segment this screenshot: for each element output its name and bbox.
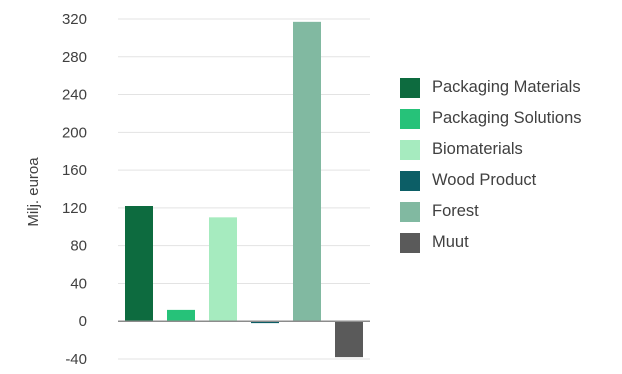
legend-label: Wood Product [432, 171, 537, 189]
bar-wood-product [251, 321, 279, 324]
bar-packaging-materials [125, 206, 153, 322]
bars [125, 21, 363, 358]
legend-item: Packaging Solutions [400, 103, 622, 134]
legend-label: Packaging Solutions [432, 109, 582, 127]
legend-label: Packaging Materials [432, 78, 581, 96]
y-tick-label: 40 [70, 275, 87, 292]
bar-muut [335, 321, 363, 358]
legend-item: Forest [400, 196, 622, 227]
gridlines [118, 18, 370, 360]
y-tick-label: 280 [62, 49, 87, 66]
axes: 320 280 240 200 160 120 80 40 0 -40 [62, 11, 370, 368]
y-tick-label: 240 [62, 87, 87, 104]
legend-swatch [400, 139, 420, 160]
y-tick-label: 160 [62, 162, 87, 179]
legend-swatch [400, 201, 420, 222]
legend-swatch [400, 108, 420, 129]
y-tick-label: 120 [62, 200, 87, 217]
legend-swatch [400, 232, 420, 253]
y-tick-label: -40 [65, 351, 87, 368]
legend-item: Wood Product [400, 165, 622, 196]
bar-packaging-solutions [167, 309, 195, 322]
bar-biomaterials [209, 217, 237, 322]
y-tick-label: 200 [62, 124, 87, 141]
legend-swatch [400, 77, 420, 98]
legend: Packaging Materials Packaging Solutions Bi… [400, 72, 622, 258]
y-tick-label: 0 [79, 313, 87, 330]
bar-forest [293, 21, 321, 322]
legend-item: Biomaterials [400, 134, 622, 165]
y-tick-label: 320 [62, 11, 87, 28]
legend-item: Muut [400, 227, 622, 258]
y-tick-label: 80 [70, 238, 87, 255]
y-axis-title: Milj. euroa [25, 157, 42, 227]
legend-label: Biomaterials [432, 140, 523, 158]
legend-label: Muut [432, 233, 469, 251]
legend-label: Forest [432, 202, 479, 220]
legend-item: Packaging Materials [400, 72, 622, 103]
legend-swatch [400, 170, 420, 191]
